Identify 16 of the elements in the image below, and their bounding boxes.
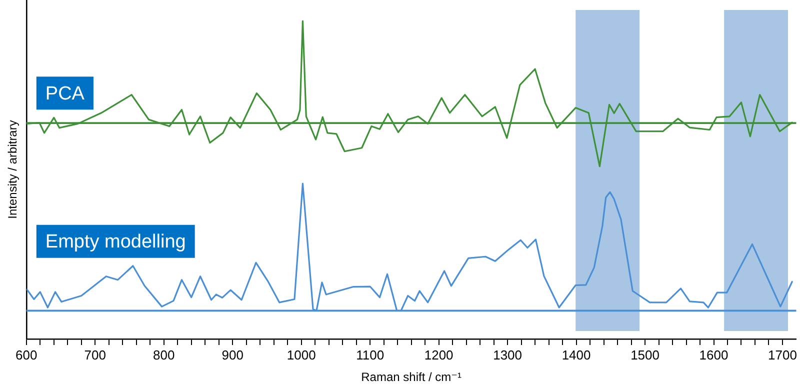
x-tick-label: 1400 (562, 347, 591, 362)
x-tick-label: 900 (222, 347, 244, 362)
x-tick-label: 600 (16, 347, 38, 362)
x-tick-label: 1600 (699, 347, 728, 362)
x-tick-label: 1500 (630, 347, 660, 362)
series-label: Empty modelling (45, 232, 186, 253)
x-tick-label: 1000 (286, 347, 316, 362)
series-label: PCA (45, 83, 85, 104)
x-tick-label: 1100 (356, 347, 384, 362)
y-axis-title: Intensity / arbitrary (6, 120, 20, 219)
x-axis-title: Raman shift / cm⁻¹ (361, 370, 462, 384)
x-tick-label: 800 (153, 347, 175, 362)
x-tick-label: 1200 (424, 347, 454, 362)
x-tick-label: 700 (84, 347, 106, 362)
x-tick-label: 1300 (493, 347, 522, 362)
x-tick-label: 1700 (768, 347, 797, 362)
